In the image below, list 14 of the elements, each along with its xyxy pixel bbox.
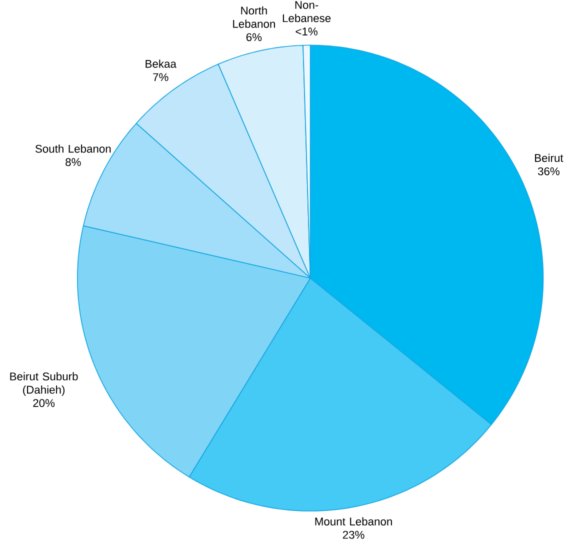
slice-label: Bekaa bbox=[146, 60, 176, 68]
slice-label: Non-Lebanese bbox=[282, 1, 331, 22]
data-label: 20% bbox=[33, 399, 55, 408]
data-label: 23% bbox=[342, 530, 364, 539]
slice-label: Mount Lebanon bbox=[315, 517, 392, 526]
slice-label: Beirut bbox=[535, 154, 564, 162]
slice-label: Beirut Suburb (Dahieh) bbox=[10, 372, 78, 396]
slice-label: North Lebanon bbox=[233, 6, 275, 28]
data-label: <1% bbox=[296, 28, 318, 36]
data-label: 6% bbox=[246, 33, 262, 42]
data-label: 36% bbox=[538, 167, 560, 176]
slice-label: South Lebanon bbox=[35, 144, 111, 153]
data-label: 7% bbox=[153, 73, 168, 82]
data-label: 8% bbox=[66, 158, 81, 166]
